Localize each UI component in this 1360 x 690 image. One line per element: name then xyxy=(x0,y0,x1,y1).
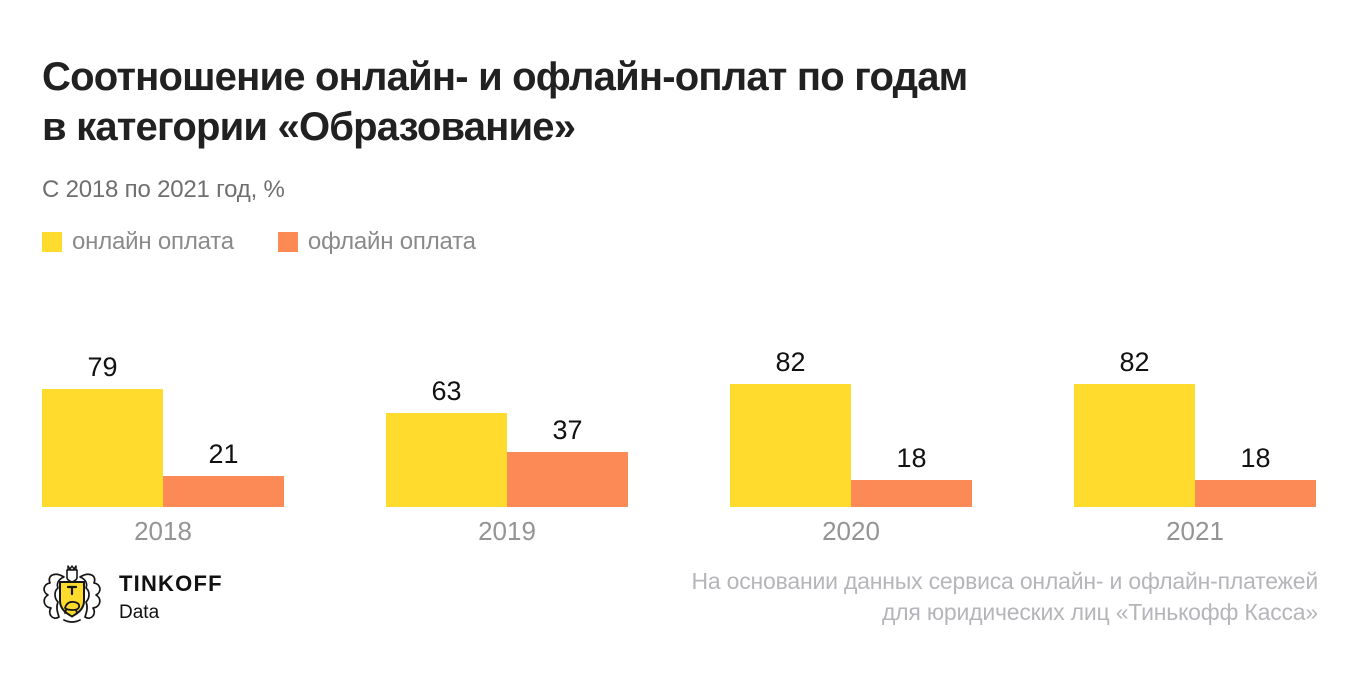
category-label: 2019 xyxy=(478,516,536,546)
tinkoff-crest-icon xyxy=(43,565,101,623)
bar-group-2019: 63 37 2019 xyxy=(386,375,628,546)
bar-offline xyxy=(1195,480,1316,507)
bar-value-label-offline: 18 xyxy=(1240,443,1271,473)
bar-wrap-offline: 18 xyxy=(1195,443,1316,507)
bar-group-2018: 79 21 2018 xyxy=(42,351,284,546)
chart-legend: онлайн оплата офлайн оплата xyxy=(42,228,476,256)
bar-pair: 63 37 xyxy=(386,375,628,507)
category-label: 2021 xyxy=(1166,516,1224,546)
source-line-1: На основании данных сервиса онлайн- и оф… xyxy=(691,568,1318,594)
logo-subtitle: Data xyxy=(119,602,160,623)
legend-item-online: онлайн оплата xyxy=(42,228,234,256)
bar-value-label-online: 63 xyxy=(431,375,462,406)
legend-label-offline: офлайн оплата xyxy=(307,228,476,255)
bar-wrap-offline: 18 xyxy=(851,443,972,507)
bar-wrap-offline: 37 xyxy=(507,414,628,507)
logo-name: TINKOFF xyxy=(119,571,223,596)
bar-pair: 82 18 xyxy=(1074,347,1316,507)
bar-online xyxy=(730,384,851,507)
bar-online xyxy=(386,412,507,507)
bar-offline xyxy=(851,480,972,507)
chart-subtitle: С 2018 по 2021 год, % xyxy=(42,176,285,203)
bar-value-label-offline: 21 xyxy=(208,438,239,469)
bar-value-label-online: 82 xyxy=(1119,347,1150,377)
bar-value-label-online: 82 xyxy=(775,347,806,377)
bar-group-2020: 82 18 2020 xyxy=(730,347,972,546)
logo-text: TINKOFF Data xyxy=(119,571,223,624)
bar-online xyxy=(42,388,163,507)
tinkoff-data-logo: TINKOFF Data xyxy=(40,562,223,630)
category-label: 2020 xyxy=(822,516,880,546)
bar-pair: 79 21 xyxy=(42,351,284,507)
bar-value-label-online: 79 xyxy=(87,351,118,382)
legend-swatch-online-icon xyxy=(42,232,62,252)
bar-offline xyxy=(507,451,628,507)
bar-chart: 79 21 2018 63 37 2019 82 18 2020 82 18 2021 xyxy=(42,340,1316,546)
bar-wrap-offline: 21 xyxy=(163,438,284,507)
source-line-2: для юридических лиц «Тинькофф Касса» xyxy=(881,599,1318,625)
bar-wrap-online: 63 xyxy=(386,375,507,507)
bar-group-2021: 82 18 2021 xyxy=(1074,347,1316,546)
bar-offline xyxy=(163,475,284,507)
legend-label-online: онлайн оплата xyxy=(72,228,234,255)
bar-value-label-offline: 37 xyxy=(552,414,583,445)
bar-wrap-online: 79 xyxy=(42,351,163,507)
category-label: 2018 xyxy=(134,516,192,546)
legend-item-offline: офлайн оплата xyxy=(277,228,476,256)
bar-wrap-online: 82 xyxy=(730,347,851,507)
data-source-note: На основании данных сервиса онлайн- и оф… xyxy=(691,566,1318,628)
bar-wrap-online: 82 xyxy=(1074,347,1195,507)
legend-swatch-offline-icon xyxy=(277,232,298,252)
page-title: Соотношение онлайн- и офлайн-оплат по го… xyxy=(42,55,968,149)
bar-online xyxy=(1074,384,1195,507)
bar-pair: 82 18 xyxy=(730,347,972,507)
bar-value-label-offline: 18 xyxy=(896,443,927,473)
